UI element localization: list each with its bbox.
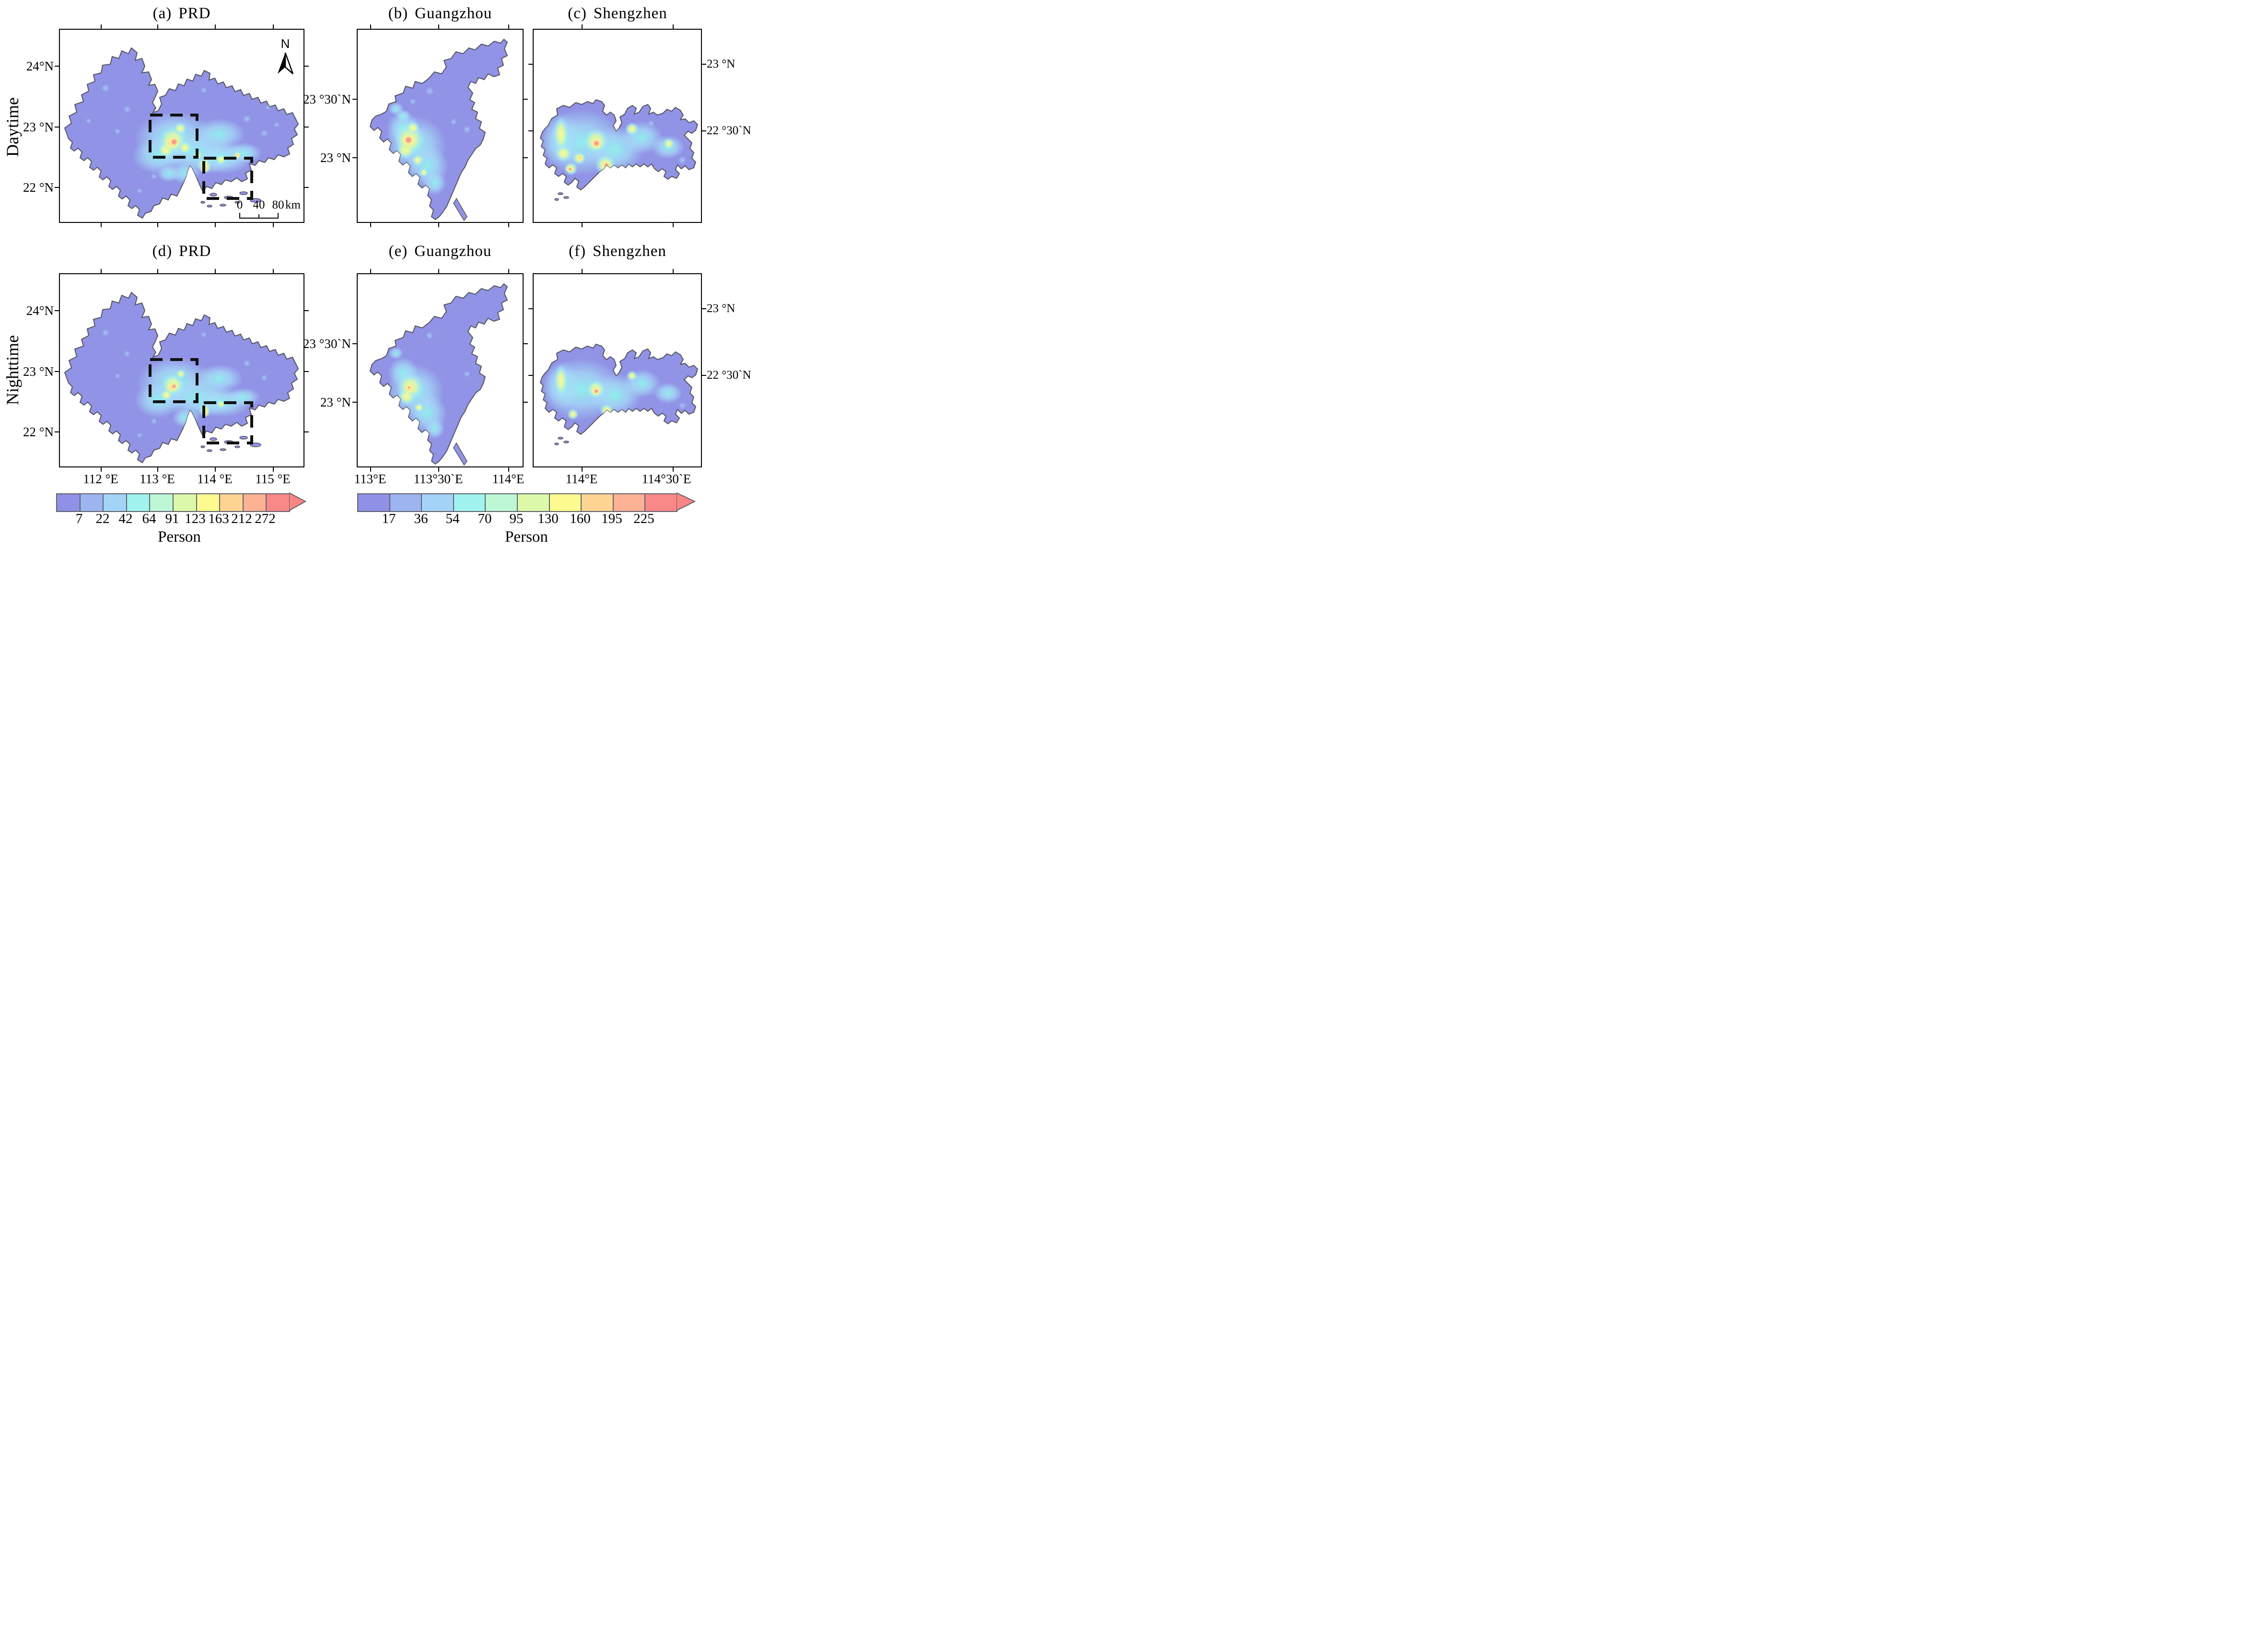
xtick-d-113e: 113 °E	[140, 472, 175, 486]
cbar2-v4: 95	[509, 511, 524, 526]
cbar2-v0: 17	[382, 511, 396, 526]
ytick-c-23n: 23 °N	[707, 58, 735, 70]
ytick-e-2330n: 23 °30`N	[303, 337, 351, 351]
prd-nighttime-map	[64, 291, 299, 464]
ytick-a-24n: 24°N	[26, 59, 54, 73]
shenzhen-nighttime-map	[539, 343, 699, 445]
cbar1-v4: 91	[165, 511, 179, 526]
map-panel-prd-nighttime	[55, 269, 309, 472]
guangzhou-box	[149, 114, 198, 159]
map-panel-guangzhou-daytime	[352, 24, 528, 227]
cbar1-v5: 123	[185, 511, 206, 526]
shenzhen-islands	[554, 437, 569, 445]
cbar1-title: Person	[158, 528, 201, 546]
north-arrow-icon	[278, 52, 294, 74]
xtick-f-11430e: 114°30`E	[642, 472, 691, 486]
cbar1-v0: 7	[75, 511, 83, 526]
ytick-f-23n: 23 °N	[707, 302, 735, 315]
colorbar-cities-arrow	[677, 492, 696, 511]
map-panel-guangzhou-nighttime	[352, 269, 528, 472]
guangzhou-daytime-density	[384, 87, 471, 195]
ytick-b-2330n: 23 °30`N	[303, 92, 351, 106]
north-arrow-label: N	[280, 36, 290, 51]
panel-e-title: (e) Guangzhou	[388, 243, 492, 260]
cbar2-v8: 225	[633, 511, 654, 526]
panel-c-title: (c) Shengzhen	[568, 5, 667, 22]
cbar2-v3: 70	[478, 511, 492, 526]
colorbar-prd	[56, 493, 290, 512]
map-panel-shenzhen-daytime	[528, 24, 706, 227]
guangzhou-daytime-map	[369, 38, 508, 221]
guangzhou-nighttime-density	[386, 332, 470, 439]
ytick-d-24n: 24°N	[26, 303, 54, 318]
ytick-a-22n: 22 °N	[23, 180, 54, 195]
cbar1-v6: 163	[208, 511, 229, 526]
cbar2-v2: 54	[445, 511, 460, 526]
xtick-e-11330e: 113°30`E	[413, 472, 463, 486]
map-panel-prd-daytime: N 0 40 80 km	[55, 24, 309, 227]
prd-daytime-map	[64, 47, 299, 219]
guangzhou-nighttime-map	[369, 283, 508, 466]
cbar2-v7: 195	[601, 511, 622, 526]
ytick-d-23n: 23 °N	[23, 364, 54, 379]
cbar2-v1: 36	[414, 511, 428, 526]
panel-f-title: (f) Shengzhen	[569, 243, 666, 260]
xtick-d-112e: 112 °E	[83, 472, 118, 486]
cbar1-v2: 42	[118, 511, 133, 526]
cbar1-v1: 22	[95, 511, 110, 526]
colorbar-cities	[357, 493, 677, 512]
xtick-f-114e: 114°E	[565, 472, 598, 486]
cbar2-v5: 130	[537, 511, 559, 526]
study-area-boxes	[149, 114, 253, 200]
nansha-sliver	[453, 442, 467, 466]
study-area-boxes	[149, 358, 253, 444]
shenzhen-daytime-density	[540, 109, 687, 176]
panel-b-title: (b) Guangzhou	[388, 5, 492, 22]
xtick-d-114e: 114 °E	[197, 472, 233, 486]
shenzhen-box	[202, 157, 253, 200]
colorbar-prd-arrow	[289, 492, 306, 511]
ytick-d-22n: 22 °N	[23, 425, 54, 439]
xtick-e-114e: 114°E	[492, 472, 525, 486]
prd-islands	[200, 191, 261, 208]
cbar2-v6: 160	[570, 511, 591, 526]
cbar1-v7: 212	[231, 511, 252, 526]
xtick-e-113e: 113°E	[354, 472, 386, 486]
shenzhen-box	[202, 401, 253, 444]
ytick-f-2230n: 22 °30`N	[707, 369, 751, 382]
ytick-c-2230n: 22 °30`N	[707, 124, 751, 137]
shenzhen-islands	[554, 192, 569, 201]
panel-a-title: (a) PRD	[152, 5, 211, 22]
panel-d-title: (d) PRD	[152, 243, 211, 260]
figure: (a) PRD (b) Guangzhou (c) Shengzhen (d) PRD …	[0, 0, 751, 551]
cbar1-v3: 64	[142, 511, 156, 526]
cbar1-v8: 272	[255, 511, 276, 526]
shenzhen-daytime-map	[539, 99, 699, 201]
ytick-b-23n: 23 °N	[320, 151, 351, 165]
guangzhou-box	[149, 358, 198, 403]
ytick-a-23n: 23 °N	[23, 120, 54, 134]
xtick-d-115e: 115 °E	[255, 472, 291, 486]
map-panel-shenzhen-nighttime	[528, 269, 706, 472]
cbar2-title: Person	[505, 528, 548, 546]
ytick-e-23n: 23 °N	[320, 395, 351, 409]
nansha-sliver	[453, 198, 467, 221]
